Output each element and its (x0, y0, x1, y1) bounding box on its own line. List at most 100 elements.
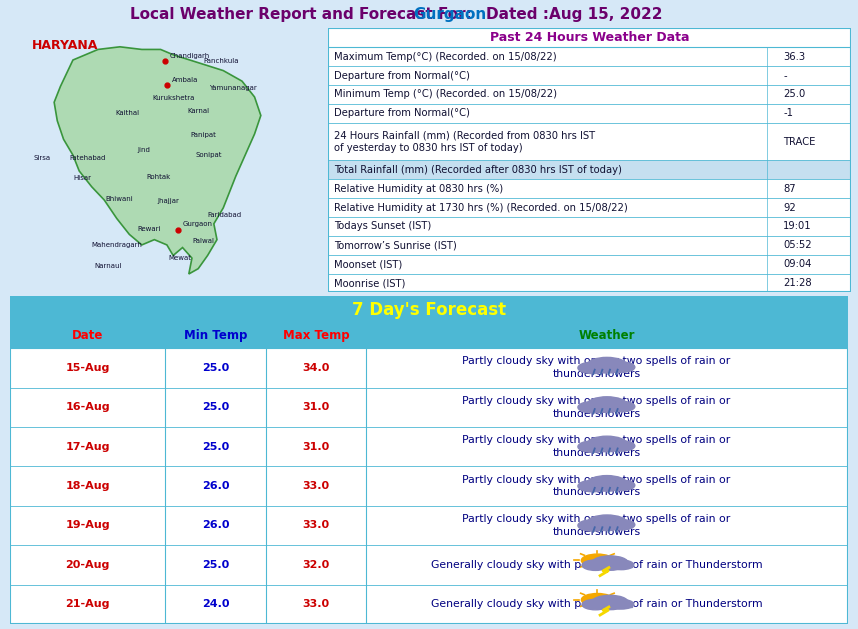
Text: Weather: Weather (578, 330, 635, 342)
Bar (582, 404, 631, 408)
Bar (328, 255, 851, 274)
Text: 31.0: 31.0 (302, 442, 329, 452)
Text: Ambala: Ambala (172, 77, 198, 83)
Text: Chandigarh: Chandigarh (170, 53, 210, 59)
Text: Minimum Temp (°C) (Recorded. on 15/08/22): Minimum Temp (°C) (Recorded. on 15/08/22… (334, 89, 557, 99)
Circle shape (608, 480, 635, 491)
Text: Generally cloudy sky with possibility of rain or Thunderstorm: Generally cloudy sky with possibility of… (431, 560, 762, 570)
Circle shape (608, 520, 635, 530)
Circle shape (608, 441, 635, 451)
Bar (10, 506, 848, 545)
Bar (328, 236, 851, 255)
Text: -: - (783, 70, 787, 81)
Circle shape (578, 520, 607, 531)
Text: 33.0: 33.0 (302, 599, 329, 610)
Text: Todays Sunset (IST): Todays Sunset (IST) (334, 221, 432, 231)
Text: 31.0: 31.0 (302, 403, 329, 412)
Polygon shape (54, 47, 261, 274)
Text: Departure from Normal(°C): Departure from Normal(°C) (334, 108, 470, 118)
Text: 36.3: 36.3 (783, 52, 805, 62)
Circle shape (608, 401, 635, 412)
Bar (582, 522, 631, 526)
Text: Gurgaon: Gurgaon (183, 221, 213, 228)
Text: -1: -1 (783, 108, 793, 118)
Bar (10, 387, 848, 427)
Text: Sonipat: Sonipat (195, 152, 221, 159)
Text: Bhiwani: Bhiwani (106, 196, 134, 202)
Text: 34.0: 34.0 (302, 363, 329, 373)
Text: Rohtak: Rohtak (147, 174, 171, 180)
Bar (328, 179, 851, 198)
Text: 09:04: 09:04 (783, 259, 812, 269)
Text: Kaithal: Kaithal (115, 110, 139, 116)
Text: Mahendragarh: Mahendragarh (92, 242, 142, 248)
Text: TRACE: TRACE (783, 136, 815, 147)
Bar (582, 443, 631, 448)
Circle shape (578, 481, 607, 492)
Text: 24 Hours Rainfall (mm) (Recorded from 0830 hrs IST
of yesterday to 0830 hrs IST : 24 Hours Rainfall (mm) (Recorded from 08… (334, 130, 595, 153)
Text: 33.0: 33.0 (302, 520, 329, 530)
Text: 18-Aug: 18-Aug (65, 481, 110, 491)
Text: 24.0: 24.0 (202, 599, 229, 610)
Circle shape (592, 595, 628, 610)
Circle shape (582, 554, 613, 567)
Text: Relative Humidity at 1730 hrs (%) (Recorded. on 15/08/22): Relative Humidity at 1730 hrs (%) (Recor… (334, 203, 628, 213)
Circle shape (578, 401, 607, 413)
Circle shape (582, 560, 609, 571)
Circle shape (609, 560, 634, 570)
Circle shape (608, 362, 635, 372)
Text: Partly cloudy sky with one or two spells of rain or
thundershowers: Partly cloudy sky with one or two spells… (462, 357, 731, 379)
Circle shape (578, 441, 607, 452)
Circle shape (578, 362, 607, 374)
Bar (10, 466, 848, 506)
Text: Jind: Jind (137, 147, 150, 153)
Text: Min Temp: Min Temp (184, 330, 247, 342)
Bar (328, 217, 851, 236)
Bar (328, 160, 851, 179)
Bar (10, 584, 848, 624)
Text: Fatehabad: Fatehabad (69, 155, 106, 161)
Text: 20-Aug: 20-Aug (65, 560, 110, 570)
Circle shape (582, 599, 609, 610)
Text: Moonrise (IST): Moonrise (IST) (334, 278, 406, 288)
Circle shape (582, 594, 613, 606)
Bar (328, 274, 851, 292)
Text: Moonset (IST): Moonset (IST) (334, 259, 402, 269)
Bar (10, 427, 848, 466)
Text: Partly cloudy sky with one or two spells of rain or
thundershowers: Partly cloudy sky with one or two spells… (462, 396, 731, 419)
Text: HARYANA: HARYANA (33, 39, 99, 52)
Text: Panchkula: Panchkula (202, 58, 239, 64)
Text: Faridabad: Faridabad (208, 213, 242, 218)
Text: Yamunanagar: Yamunanagar (209, 85, 257, 91)
Bar (328, 66, 851, 85)
Text: Karnal: Karnal (187, 108, 209, 114)
Text: 25.0: 25.0 (783, 89, 806, 99)
Text: 17-Aug: 17-Aug (65, 442, 110, 452)
Circle shape (587, 515, 627, 530)
Text: Partly cloudy sky with one or two spells of rain or
thundershowers: Partly cloudy sky with one or two spells… (462, 435, 731, 458)
Circle shape (587, 436, 627, 452)
Text: Gurgaon: Gurgaon (413, 7, 486, 21)
Bar (582, 364, 631, 369)
Text: Hisar: Hisar (73, 175, 91, 181)
Circle shape (587, 476, 627, 491)
Text: 25.0: 25.0 (202, 363, 229, 373)
Text: Rewari: Rewari (137, 226, 160, 231)
Text: 26.0: 26.0 (202, 481, 229, 491)
Bar (328, 85, 851, 104)
Text: Narnaul: Narnaul (95, 263, 123, 269)
Text: Maximum Temp(°C) (Recorded. on 15/08/22): Maximum Temp(°C) (Recorded. on 15/08/22) (334, 52, 557, 62)
Text: 19:01: 19:01 (783, 221, 812, 231)
Text: 21:28: 21:28 (783, 278, 812, 288)
Text: 33.0: 33.0 (302, 481, 329, 491)
Circle shape (587, 357, 627, 373)
Text: 25.0: 25.0 (202, 560, 229, 570)
Text: Jhajjar: Jhajjar (158, 199, 179, 204)
Text: 7 Day's Forecast: 7 Day's Forecast (352, 301, 506, 318)
Text: Past 24 Hours Weather Data: Past 24 Hours Weather Data (490, 31, 689, 44)
Text: Max Temp: Max Temp (282, 330, 349, 342)
Text: 16-Aug: 16-Aug (65, 403, 110, 412)
Bar (328, 123, 851, 160)
Bar (586, 603, 631, 606)
Text: Sirsa: Sirsa (33, 155, 51, 161)
